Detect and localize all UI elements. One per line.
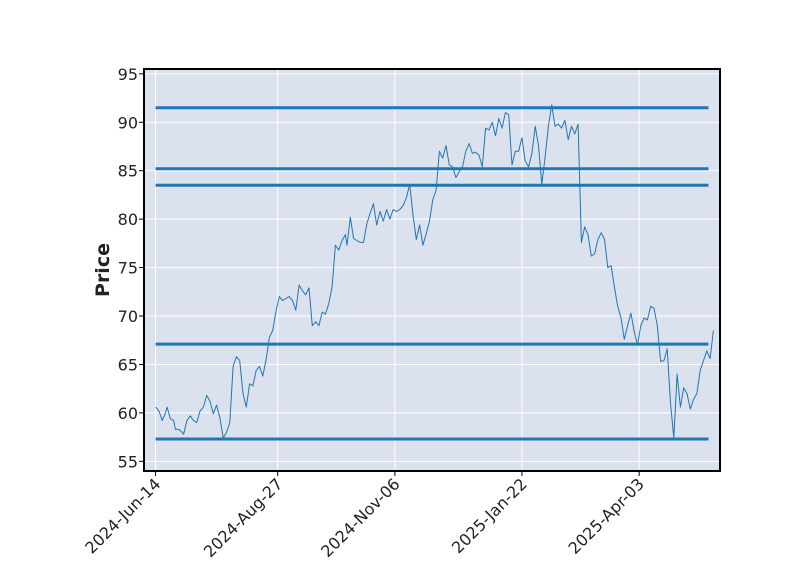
- y-axis-title: Price: [92, 243, 114, 297]
- x-tick-label: 2025-Jan-22: [448, 474, 531, 557]
- y-axis-ticks: 55 60 65 70 75 80 85 90 95: [118, 65, 144, 471]
- plot-background: [144, 69, 720, 471]
- x-tick-label: 2024-Jun-14: [81, 474, 164, 557]
- y-tick-label: 60: [118, 404, 138, 423]
- y-tick-label: 65: [118, 355, 138, 374]
- y-tick-label: 80: [118, 210, 138, 229]
- y-tick-label: 70: [118, 307, 138, 326]
- price-series: [155, 104, 714, 439]
- x-tick-label: 2025-Apr-03: [565, 474, 648, 557]
- x-tick-label: 2024-Aug-27: [200, 474, 287, 561]
- x-axis-ticks: 2024-Jun-14 2024-Aug-27 2024-Nov-06 2025-Ja…: [81, 471, 648, 561]
- y-tick-label: 95: [118, 65, 138, 84]
- x-tick-label: 2024-Nov-06: [317, 474, 404, 561]
- y-tick-label: 90: [118, 113, 138, 132]
- y-tick-label: 75: [118, 259, 138, 278]
- plot-frame: [143, 68, 721, 472]
- price-line: [155, 104, 714, 439]
- y-tick-label: 85: [118, 162, 138, 181]
- y-tick-label: 55: [118, 452, 138, 471]
- horizontal-levels: [155, 106, 709, 441]
